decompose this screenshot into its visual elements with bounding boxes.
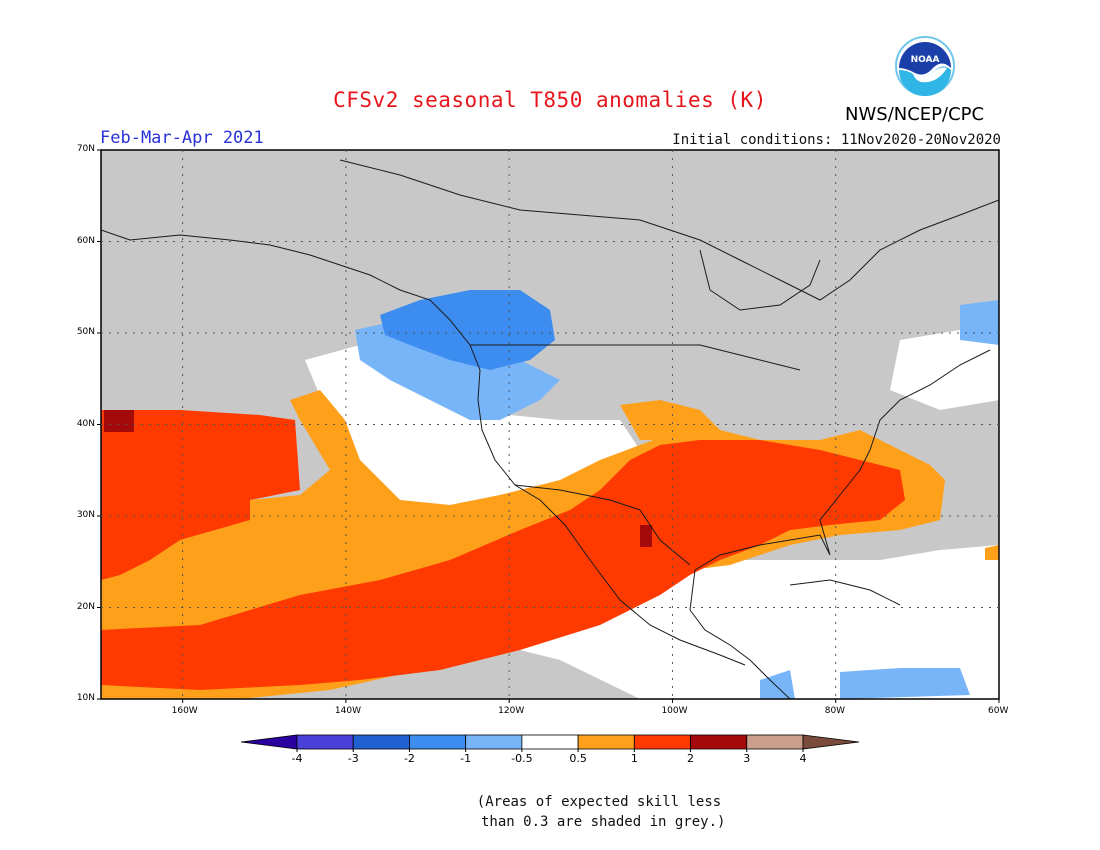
colorbar-tick-label: -1 <box>460 752 472 765</box>
anomaly-region-near-normal <box>305 345 640 505</box>
latitude-label: 50N <box>76 327 95 337</box>
longitude-label: 140W <box>334 706 361 716</box>
colorbar-tick-label: 1 <box>630 752 638 765</box>
coastline-cuba <box>789 579 901 606</box>
colorbar-tick-label: -0.5 <box>511 752 533 765</box>
agency-label: NWS/NCEP/CPC <box>845 104 985 125</box>
colorbar-tick-label: -2 <box>403 752 415 765</box>
coastline-central-america <box>689 609 791 699</box>
colorbar-bin <box>296 734 354 750</box>
latitude-label: 40N <box>76 418 95 429</box>
colorbar-tick-label: 4 <box>799 752 807 765</box>
coastline-west <box>477 369 746 666</box>
anomaly-region-plus-0.5 <box>620 400 720 440</box>
colorbar-bin <box>521 734 579 750</box>
latitude-label: 10N <box>76 693 95 703</box>
map-title: CFSv2 seasonal T850 anomalies (K) <box>333 88 767 112</box>
anomaly-region-near-normal <box>890 330 999 410</box>
anomaly-region-minus-1 <box>960 300 999 345</box>
colorbar-tick-label: -4 <box>291 752 303 765</box>
gridlines <box>101 150 999 699</box>
colorbar-bin <box>802 734 860 750</box>
longitude-label: 160W <box>171 706 198 716</box>
coastline-gulf <box>689 449 871 611</box>
longitude-label: 120W <box>498 706 525 716</box>
colorbar-bin <box>746 734 804 750</box>
colorbar-bin <box>633 734 691 750</box>
latitude-label: 60N <box>76 235 95 246</box>
latitude-label: 70N <box>76 144 95 154</box>
colorbar-bin <box>577 734 635 750</box>
border-us-canada <box>470 344 801 371</box>
border-us-mexico <box>514 484 691 566</box>
longitude-label: 80W <box>824 706 846 716</box>
longitude-label: 60W <box>988 706 1009 716</box>
anomaly-region-minus-0.5 <box>380 290 555 370</box>
anomaly-region-minus-1 <box>355 320 560 420</box>
anomaly-region-plus-1 <box>101 440 905 690</box>
anomaly-region-plus-2 <box>640 525 652 547</box>
forecast-period: Feb-Mar-Apr 2021 <box>100 128 264 148</box>
anomaly-region-plus-1 <box>101 410 300 580</box>
colorbar-bin <box>240 734 298 750</box>
colorbar-tick-label: -3 <box>347 752 359 765</box>
colorbar-tick-label: 2 <box>687 752 695 765</box>
noaa-logo: NOAA <box>895 36 955 96</box>
noaa-logo-text: NOAA <box>911 55 940 65</box>
initial-conditions: Initial conditions: 11Nov2020-20Nov2020 <box>672 132 1001 148</box>
latitude-label: 20N <box>76 601 95 612</box>
anomaly-region-minus-1 <box>840 668 970 699</box>
longitude-label: 100W <box>661 706 688 716</box>
colorbar-bin <box>409 734 467 750</box>
colorbar-tick-label: 0.5 <box>569 752 587 765</box>
latitude-label: 30N <box>76 510 95 520</box>
anomaly-region-plus-0.5 <box>985 545 999 560</box>
anomaly-region-plus-2 <box>104 410 134 432</box>
colorbar-tick-label: 3 <box>743 752 751 765</box>
colorbar-bin <box>465 734 523 750</box>
axis-ticks <box>97 149 1000 703</box>
coastline-arctic <box>339 159 999 301</box>
coastline-hudson <box>699 249 821 311</box>
skill-footnote: (Areas of expected skill less than 0.3 a… <box>476 794 726 830</box>
anomaly-region-minus-1 <box>760 670 795 699</box>
colorbar-bin <box>352 734 410 750</box>
colorbar-bin <box>690 734 748 750</box>
coastline-alaska <box>101 229 481 371</box>
